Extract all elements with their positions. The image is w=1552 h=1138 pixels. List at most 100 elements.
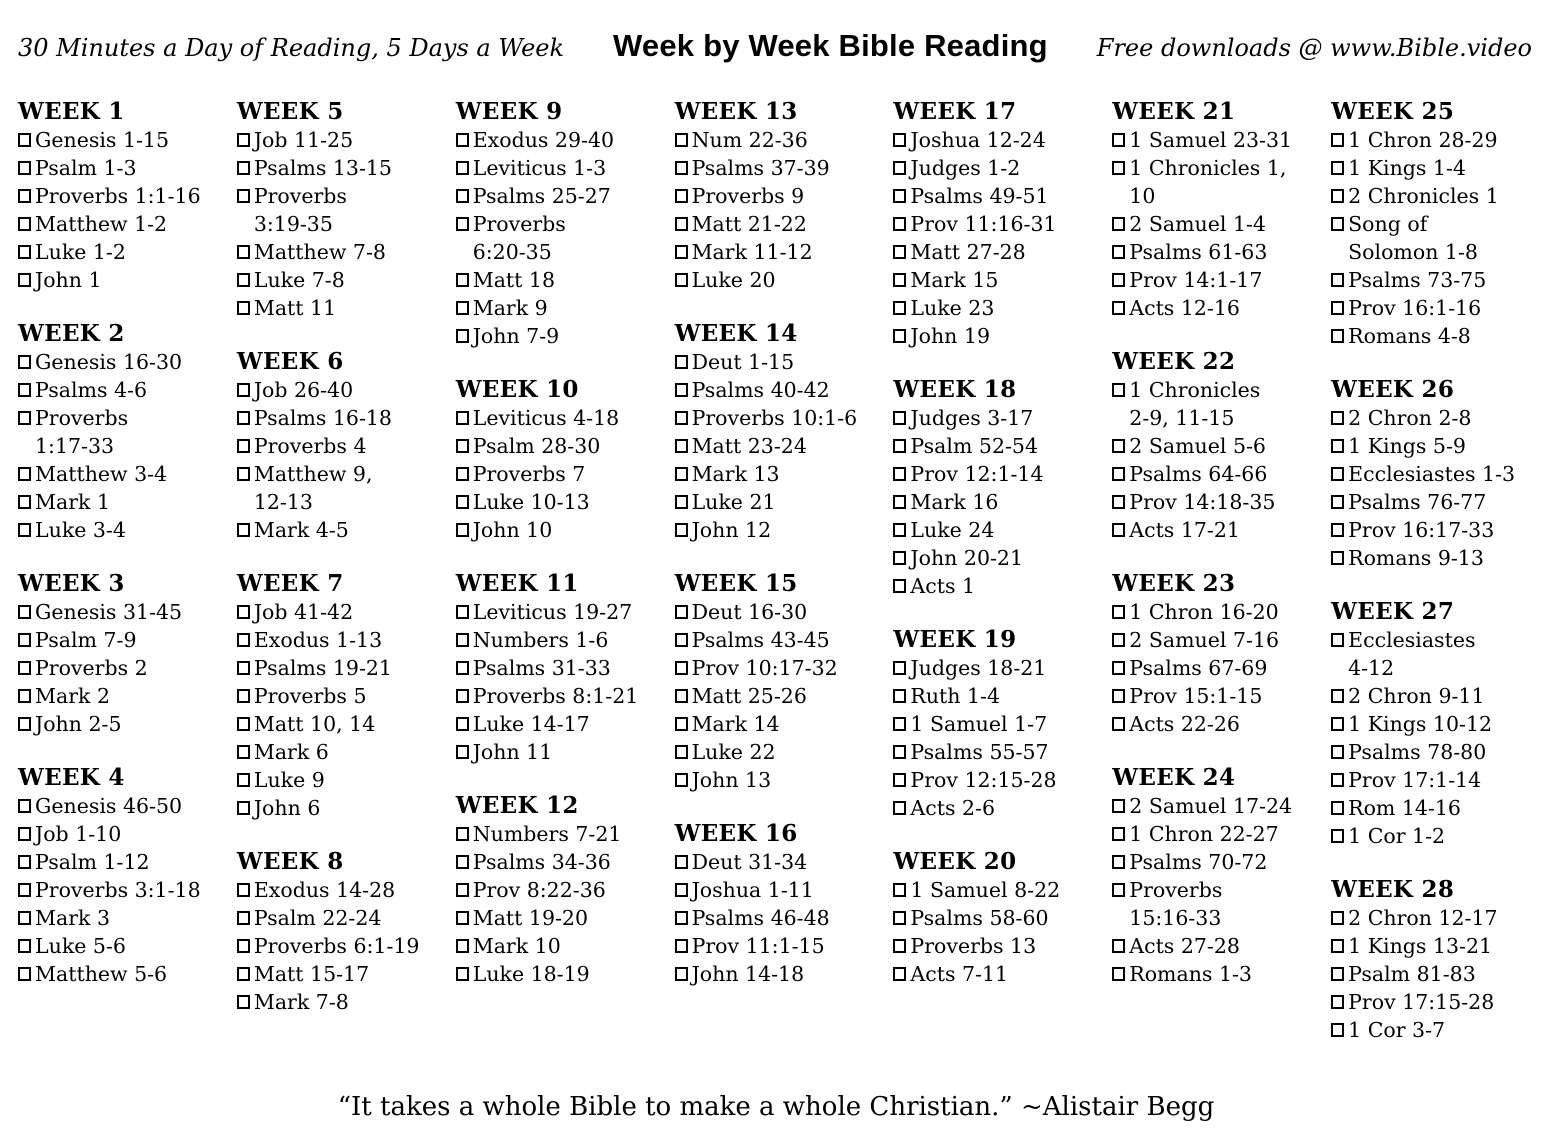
checkbox-icon[interactable] bbox=[1112, 717, 1126, 731]
checkbox-icon[interactable] bbox=[893, 967, 907, 981]
checkbox-icon[interactable] bbox=[893, 495, 907, 509]
checkbox-icon[interactable] bbox=[1112, 827, 1126, 841]
checkbox-icon[interactable] bbox=[674, 411, 688, 425]
checkbox-icon[interactable] bbox=[1331, 801, 1345, 815]
checkbox-icon[interactable] bbox=[1112, 133, 1126, 147]
checkbox-icon[interactable] bbox=[674, 189, 688, 203]
checkbox-icon[interactable] bbox=[893, 717, 907, 731]
checkbox-icon[interactable] bbox=[18, 161, 31, 175]
checkbox-icon[interactable] bbox=[455, 301, 469, 315]
checkbox-icon[interactable] bbox=[1112, 689, 1126, 703]
checkbox-icon[interactable] bbox=[1331, 745, 1345, 759]
checkbox-icon[interactable] bbox=[674, 245, 688, 259]
checkbox-icon[interactable] bbox=[18, 717, 31, 731]
checkbox-icon[interactable] bbox=[236, 411, 250, 425]
checkbox-icon[interactable] bbox=[236, 801, 250, 815]
checkbox-icon[interactable] bbox=[893, 245, 907, 259]
checkbox-icon[interactable] bbox=[1112, 661, 1126, 675]
checkbox-icon[interactable] bbox=[18, 799, 31, 813]
checkbox-icon[interactable] bbox=[18, 605, 31, 619]
checkbox-icon[interactable] bbox=[18, 855, 31, 869]
checkbox-icon[interactable] bbox=[18, 689, 31, 703]
checkbox-icon[interactable] bbox=[236, 189, 250, 203]
checkbox-icon[interactable] bbox=[1331, 411, 1345, 425]
checkbox-icon[interactable] bbox=[18, 355, 31, 369]
checkbox-icon[interactable] bbox=[455, 661, 469, 675]
checkbox-icon[interactable] bbox=[455, 827, 469, 841]
checkbox-icon[interactable] bbox=[893, 467, 907, 481]
checkbox-icon[interactable] bbox=[893, 551, 907, 565]
checkbox-icon[interactable] bbox=[674, 661, 688, 675]
checkbox-icon[interactable] bbox=[674, 773, 688, 787]
checkbox-icon[interactable] bbox=[1331, 829, 1345, 843]
checkbox-icon[interactable] bbox=[18, 245, 31, 259]
checkbox-icon[interactable] bbox=[236, 883, 250, 897]
checkbox-icon[interactable] bbox=[1112, 439, 1126, 453]
checkbox-icon[interactable] bbox=[1331, 717, 1345, 731]
checkbox-icon[interactable] bbox=[18, 883, 31, 897]
checkbox-icon[interactable] bbox=[18, 827, 31, 841]
checkbox-icon[interactable] bbox=[674, 355, 688, 369]
checkbox-icon[interactable] bbox=[236, 967, 250, 981]
checkbox-icon[interactable] bbox=[1331, 633, 1345, 647]
checkbox-icon[interactable] bbox=[18, 467, 31, 481]
checkbox-icon[interactable] bbox=[893, 273, 907, 287]
checkbox-icon[interactable] bbox=[1331, 161, 1345, 175]
checkbox-icon[interactable] bbox=[674, 745, 688, 759]
checkbox-icon[interactable] bbox=[674, 467, 688, 481]
checkbox-icon[interactable] bbox=[18, 217, 31, 231]
checkbox-icon[interactable] bbox=[18, 383, 31, 397]
checkbox-icon[interactable] bbox=[1331, 1023, 1345, 1037]
checkbox-icon[interactable] bbox=[455, 161, 469, 175]
checkbox-icon[interactable] bbox=[1331, 217, 1345, 231]
checkbox-icon[interactable] bbox=[236, 605, 250, 619]
checkbox-icon[interactable] bbox=[674, 273, 688, 287]
checkbox-icon[interactable] bbox=[236, 689, 250, 703]
checkbox-icon[interactable] bbox=[18, 273, 31, 287]
checkbox-icon[interactable] bbox=[674, 161, 688, 175]
checkbox-icon[interactable] bbox=[1112, 383, 1126, 397]
checkbox-icon[interactable] bbox=[236, 439, 250, 453]
checkbox-icon[interactable] bbox=[236, 383, 250, 397]
checkbox-icon[interactable] bbox=[893, 301, 907, 315]
checkbox-icon[interactable] bbox=[674, 133, 688, 147]
checkbox-icon[interactable] bbox=[236, 633, 250, 647]
checkbox-icon[interactable] bbox=[236, 939, 250, 953]
checkbox-icon[interactable] bbox=[674, 439, 688, 453]
checkbox-icon[interactable] bbox=[674, 855, 688, 869]
checkbox-icon[interactable] bbox=[18, 411, 31, 425]
checkbox-icon[interactable] bbox=[893, 661, 907, 675]
checkbox-icon[interactable] bbox=[18, 523, 31, 537]
checkbox-icon[interactable] bbox=[236, 161, 250, 175]
checkbox-icon[interactable] bbox=[1112, 273, 1126, 287]
checkbox-icon[interactable] bbox=[455, 273, 469, 287]
checkbox-icon[interactable] bbox=[893, 411, 907, 425]
checkbox-icon[interactable] bbox=[18, 133, 31, 147]
checkbox-icon[interactable] bbox=[18, 661, 31, 675]
checkbox-icon[interactable] bbox=[18, 967, 31, 981]
checkbox-icon[interactable] bbox=[1331, 523, 1345, 537]
checkbox-icon[interactable] bbox=[18, 633, 31, 647]
checkbox-icon[interactable] bbox=[1112, 245, 1126, 259]
checkbox-icon[interactable] bbox=[674, 495, 688, 509]
checkbox-icon[interactable] bbox=[455, 717, 469, 731]
checkbox-icon[interactable] bbox=[455, 439, 469, 453]
checkbox-icon[interactable] bbox=[674, 939, 688, 953]
checkbox-icon[interactable] bbox=[1331, 911, 1345, 925]
checkbox-icon[interactable] bbox=[236, 911, 250, 925]
checkbox-icon[interactable] bbox=[455, 495, 469, 509]
checkbox-icon[interactable] bbox=[1331, 495, 1345, 509]
checkbox-icon[interactable] bbox=[18, 939, 31, 953]
checkbox-icon[interactable] bbox=[1331, 689, 1345, 703]
checkbox-icon[interactable] bbox=[455, 329, 469, 343]
checkbox-icon[interactable] bbox=[236, 773, 250, 787]
checkbox-icon[interactable] bbox=[455, 189, 469, 203]
checkbox-icon[interactable] bbox=[893, 939, 907, 953]
checkbox-icon[interactable] bbox=[1331, 133, 1345, 147]
checkbox-icon[interactable] bbox=[893, 773, 907, 787]
checkbox-icon[interactable] bbox=[893, 579, 907, 593]
checkbox-icon[interactable] bbox=[1112, 467, 1126, 481]
checkbox-icon[interactable] bbox=[1112, 967, 1126, 981]
checkbox-icon[interactable] bbox=[455, 633, 469, 647]
checkbox-icon[interactable] bbox=[1112, 523, 1126, 537]
